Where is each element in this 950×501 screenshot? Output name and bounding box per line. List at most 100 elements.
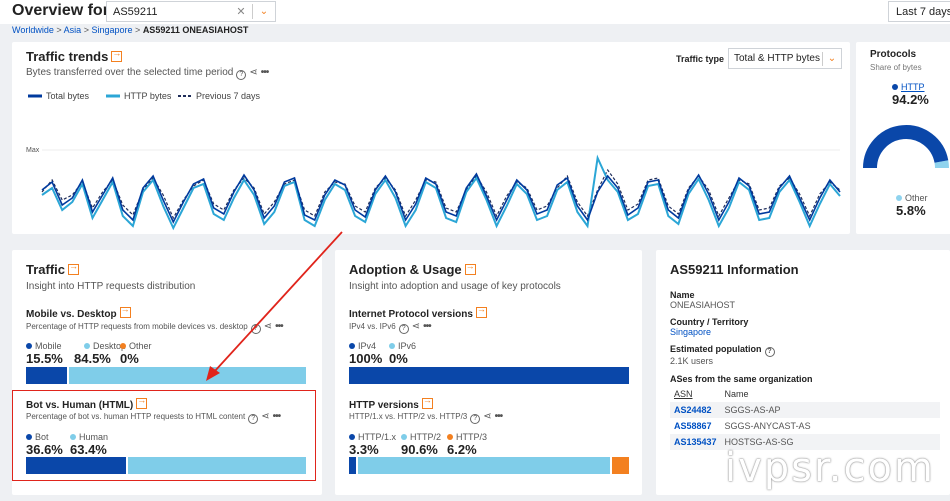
chart-legend: Total bytes HTTP bytes Previous 7 days xyxy=(28,91,261,101)
share-icon[interactable]: ⋖ xyxy=(249,67,258,78)
http-versions-bar xyxy=(349,457,629,474)
adoption-subtitle: Insight into adoption and usage of key p… xyxy=(349,281,561,292)
breadcrumb-asia[interactable]: Asia xyxy=(63,25,82,35)
asn-select-value[interactable]: AS59211 xyxy=(113,5,158,18)
traffic-type-label: Traffic type xyxy=(676,54,725,64)
name-label: Name xyxy=(670,290,695,300)
breadcrumb-separator: > xyxy=(135,25,141,35)
bar-segment-http-3 xyxy=(611,457,629,474)
protocols-http-label[interactable]: HTTP xyxy=(892,82,925,92)
help-icon[interactable]: ? xyxy=(236,70,247,80)
expand-icon[interactable] xyxy=(136,395,148,409)
legend-total-label[interactable]: Total bytes xyxy=(46,91,90,101)
legend-ipv6: IPv6 xyxy=(389,341,416,351)
gauge-http-arc xyxy=(863,125,949,169)
legend-human: Human xyxy=(70,432,108,442)
select-divider xyxy=(252,4,253,19)
asn-link[interactable]: AS135437 xyxy=(670,434,721,450)
protocols-other-label: Other xyxy=(896,193,928,203)
pct-human: 63.4% xyxy=(70,442,107,457)
more-icon[interactable]: ••• xyxy=(494,411,503,422)
bar-segment-bot xyxy=(26,457,129,474)
annotation-highlight-box xyxy=(12,390,316,481)
bar-segment-mobile xyxy=(26,367,70,384)
country-value-link[interactable]: Singapore xyxy=(670,327,712,337)
expand-icon[interactable] xyxy=(111,48,123,62)
watermark-text: ivpsr.com xyxy=(725,445,935,491)
chevron-down-icon[interactable]: ⌄ xyxy=(827,53,837,64)
bar-segment-http-1-x xyxy=(349,457,359,474)
http-dot xyxy=(892,84,898,90)
clear-icon[interactable]: ✕ xyxy=(236,6,246,18)
legend-other: Other xyxy=(120,341,152,351)
share-icon[interactable]: ⋖ xyxy=(483,411,492,422)
asn-column-header[interactable]: ASN xyxy=(674,389,693,399)
expand-icon[interactable] xyxy=(475,304,487,318)
traffic-title: Traffic xyxy=(26,262,66,277)
date-range-select[interactable]: Last 7 days xyxy=(888,1,950,22)
help-icon[interactable]: ? xyxy=(470,414,481,424)
http-label-text[interactable]: HTTP xyxy=(901,82,925,92)
bar-segment-human xyxy=(128,457,306,474)
mobile-desktop-subtitle: Percentage of HTTP requests from mobile … xyxy=(26,322,248,331)
legend-mobile: Mobile xyxy=(26,341,62,351)
more-icon[interactable]: ••• xyxy=(272,411,281,422)
traffic-trends-title: Traffic trends xyxy=(26,49,109,64)
expand-icon[interactable] xyxy=(68,261,80,275)
name-column-header: Name xyxy=(724,389,749,399)
share-icon[interactable]: ⋖ xyxy=(263,321,273,332)
ip-versions-subtitle: IPv4 vs. IPv6 xyxy=(349,322,396,331)
help-icon[interactable]: ? xyxy=(398,324,409,334)
http-versions-title: HTTP versions xyxy=(349,400,419,411)
mobile-desktop-title: Mobile vs. Desktop xyxy=(26,309,117,320)
bot-human-bar xyxy=(26,457,306,474)
series-line-previous-7-days xyxy=(41,168,841,220)
expand-icon[interactable] xyxy=(119,304,131,318)
legend-http-label[interactable]: HTTP bytes xyxy=(124,91,172,101)
share-icon[interactable]: ⋖ xyxy=(261,411,270,422)
traffic-trends-card: Traffic trends Bytes transferred over th… xyxy=(12,42,850,234)
gauge-other-arc xyxy=(934,160,949,169)
legend-ipv4: IPv4 xyxy=(349,341,376,351)
more-icon[interactable]: ••• xyxy=(260,67,269,78)
asn-name: SGGS-AS-AP xyxy=(720,402,940,418)
ip-versions-title: Internet Protocol versions xyxy=(349,309,473,320)
pct-ipv4: 100% xyxy=(349,351,383,366)
protocols-subtitle: Share of bytes xyxy=(870,63,922,72)
breadcrumb-singapore[interactable]: Singapore xyxy=(91,25,133,35)
traffic-type-value[interactable]: Total & HTTP bytes xyxy=(734,53,820,64)
help-icon[interactable]: ? xyxy=(250,324,261,334)
country-label: Country / Territory xyxy=(670,317,749,327)
legend-http1: HTTP/1.x xyxy=(349,432,396,442)
population-label: Estimated population xyxy=(670,344,762,354)
asn-name: SGGS-ANYCAST-AS xyxy=(724,421,811,431)
protocols-title: Protocols xyxy=(870,49,917,60)
traffic-type-select[interactable]: Total & HTTP bytes ⌄ xyxy=(728,48,842,69)
table-row: AS135437 HOSTSG-AS-SG xyxy=(670,434,940,450)
more-icon[interactable]: ••• xyxy=(423,321,431,332)
mobile-desktop-bar xyxy=(26,367,306,384)
breadcrumb-worldwide[interactable]: Worldwide xyxy=(12,25,54,35)
chevron-down-icon[interactable]: ⌄ xyxy=(259,6,269,17)
bar-segment-desktop xyxy=(69,367,306,384)
legend-desktop: Desktop xyxy=(84,341,126,351)
more-icon[interactable]: ••• xyxy=(275,321,283,332)
help-icon[interactable]: ? xyxy=(764,347,775,357)
name-value: ONEASIAHOST xyxy=(670,300,736,310)
expand-icon[interactable] xyxy=(464,261,476,275)
help-icon[interactable]: ? xyxy=(248,414,259,424)
legend-previous-label[interactable]: Previous 7 days xyxy=(196,91,261,101)
series-line-total-bytes xyxy=(41,172,841,224)
protocols-gauge xyxy=(863,125,949,169)
asn-link[interactable]: AS24482 xyxy=(670,402,721,418)
bar-segment-http-2 xyxy=(358,457,612,474)
pct-mobile: 15.5% xyxy=(26,351,63,366)
asn-link[interactable]: AS58867 xyxy=(674,421,712,431)
table-row: AS58867 SGGS-ANYCAST-AS xyxy=(670,418,940,434)
asn-search-select[interactable]: AS59211 ✕ ⌄ xyxy=(106,1,276,22)
share-icon[interactable]: ⋖ xyxy=(411,321,421,332)
breadcrumb-current: AS59211 ONEASIAHOST xyxy=(142,25,249,35)
ip-versions-bar xyxy=(349,367,629,384)
expand-icon[interactable] xyxy=(421,395,433,409)
pct-bot: 36.6% xyxy=(26,442,63,457)
